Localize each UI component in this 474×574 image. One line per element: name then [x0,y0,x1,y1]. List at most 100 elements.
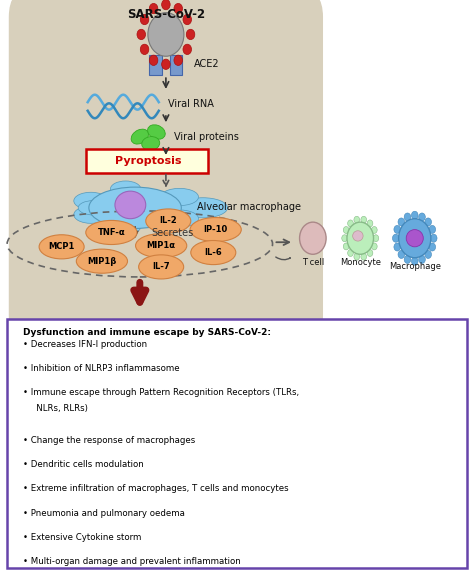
FancyArrowPatch shape [276,257,290,259]
Circle shape [419,255,425,263]
Text: • Dendritic cells modulation: • Dendritic cells modulation [23,460,144,470]
Ellipse shape [142,137,160,150]
Circle shape [372,243,377,250]
Text: TNF-α: TNF-α [98,228,125,237]
Text: MIP1β: MIP1β [87,257,117,266]
Circle shape [347,220,353,227]
Ellipse shape [147,125,165,139]
Circle shape [137,29,146,40]
Ellipse shape [86,220,137,245]
Ellipse shape [353,231,363,241]
Circle shape [343,243,349,250]
Circle shape [354,253,360,260]
Ellipse shape [131,129,148,144]
Text: • Inhibition of NLRP3 inflammasome: • Inhibition of NLRP3 inflammasome [23,364,179,373]
Circle shape [367,250,373,257]
Text: Viral RNA: Viral RNA [168,99,214,110]
Circle shape [347,222,374,254]
Text: Pyroptosis: Pyroptosis [115,156,181,166]
Circle shape [367,220,373,227]
Circle shape [394,243,401,251]
Ellipse shape [136,234,187,258]
FancyBboxPatch shape [7,319,467,568]
Text: Macrophage: Macrophage [389,262,441,272]
Circle shape [429,226,436,234]
Circle shape [361,253,366,260]
Circle shape [411,211,418,219]
Ellipse shape [78,201,109,215]
Ellipse shape [110,181,141,197]
Text: IP-10: IP-10 [203,225,228,234]
Text: • Decreases IFN-I production: • Decreases IFN-I production [23,340,147,349]
Circle shape [425,218,431,226]
Circle shape [186,29,195,40]
Circle shape [174,3,182,14]
Circle shape [373,235,379,242]
Circle shape [399,219,431,258]
Ellipse shape [178,197,228,218]
Circle shape [300,222,326,254]
Ellipse shape [161,210,199,227]
Text: Dysfunction and immune escape by SARS-CoV-2:: Dysfunction and immune escape by SARS-Co… [23,328,271,338]
Text: ACE2: ACE2 [194,59,220,69]
Text: SARS-CoV-2: SARS-CoV-2 [127,8,205,21]
Ellipse shape [115,191,146,219]
Circle shape [140,14,149,25]
Ellipse shape [74,192,108,210]
Circle shape [162,0,170,10]
Ellipse shape [39,235,84,259]
Circle shape [398,218,405,226]
Circle shape [162,59,170,69]
Ellipse shape [76,249,128,273]
FancyBboxPatch shape [149,55,162,75]
Ellipse shape [89,187,181,228]
Circle shape [425,250,431,258]
Circle shape [398,250,405,258]
Text: NLRs, RLRs): NLRs, RLRs) [28,404,88,413]
Ellipse shape [406,230,423,247]
Ellipse shape [190,218,241,242]
Circle shape [148,13,184,56]
Circle shape [174,55,182,65]
Text: Alveolar macrophage: Alveolar macrophage [197,201,301,212]
Circle shape [183,44,191,55]
Circle shape [404,255,411,263]
FancyBboxPatch shape [86,149,208,173]
Circle shape [372,227,377,234]
Circle shape [404,213,411,221]
Text: • Immune escape through Pattern Recognition Receptors (TLRs,: • Immune escape through Pattern Recognit… [23,388,299,397]
Circle shape [343,227,349,234]
Text: T cell: T cell [302,258,324,267]
Ellipse shape [139,255,184,279]
Text: MIP1α: MIP1α [146,241,176,250]
Circle shape [140,44,149,55]
Text: • Multi-organ damage and prevalent inflammation: • Multi-organ damage and prevalent infla… [23,557,240,566]
Text: IL-2: IL-2 [159,216,177,226]
Text: Secretes: Secretes [152,228,194,238]
Text: • Pneumonia and pulmonary oedema: • Pneumonia and pulmonary oedema [23,509,185,518]
Circle shape [347,250,353,257]
Circle shape [149,55,158,65]
Text: MCP1: MCP1 [48,242,75,251]
FancyBboxPatch shape [170,55,182,75]
Circle shape [342,235,347,242]
Circle shape [430,234,437,242]
Ellipse shape [110,219,141,235]
Circle shape [183,14,191,25]
Circle shape [411,257,418,265]
Ellipse shape [191,241,236,265]
Text: IL-7: IL-7 [152,262,170,272]
Text: Viral proteins: Viral proteins [174,131,239,142]
Text: • Extensive Cytokine storm: • Extensive Cytokine storm [23,533,141,542]
Ellipse shape [161,188,199,205]
Circle shape [429,243,436,251]
Text: IL-6: IL-6 [204,248,222,257]
Circle shape [419,213,425,221]
FancyBboxPatch shape [9,0,322,344]
Ellipse shape [74,206,108,223]
Ellipse shape [146,209,191,233]
Circle shape [394,226,401,234]
Circle shape [392,234,399,242]
Text: Monocyte: Monocyte [340,258,381,267]
Text: • Extreme infiltration of macrophages, T cells and monocytes: • Extreme infiltration of macrophages, T… [23,484,288,494]
